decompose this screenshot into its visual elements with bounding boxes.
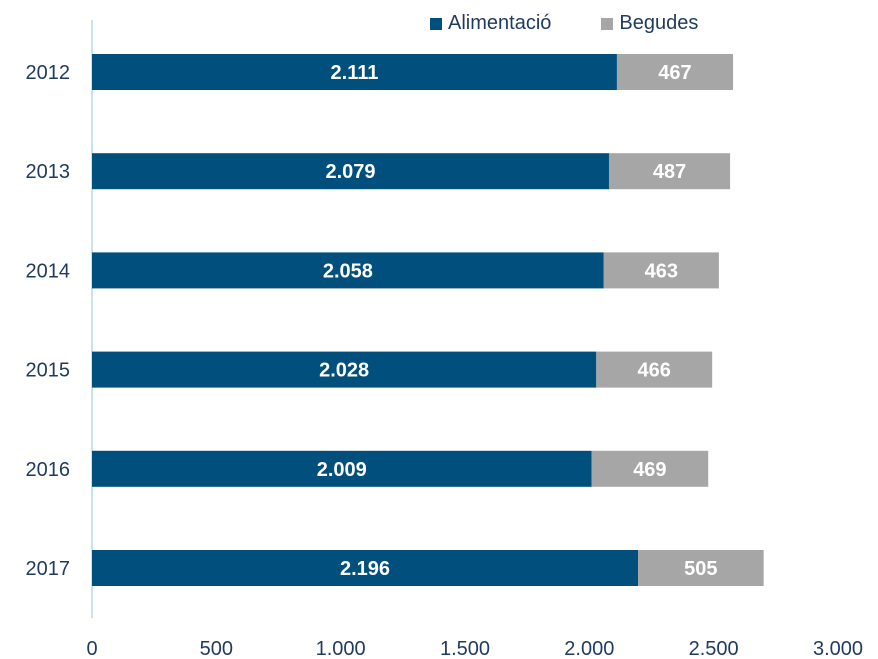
data-label-alimentacio: 2.058 <box>323 260 373 282</box>
bar-begudes <box>616 54 734 90</box>
y-tick-label: 2014 <box>26 260 71 282</box>
legend-item-begudes: Begudes <box>601 12 698 35</box>
data-label-begudes: 505 <box>684 558 717 580</box>
bar-alimentacio <box>92 54 617 90</box>
bar-begudes <box>638 550 764 586</box>
bar-alimentacio <box>92 153 609 190</box>
x-tick-label: 500 <box>200 638 233 659</box>
y-tick-label: 2013 <box>26 161 71 183</box>
legend-label-alimentacio: Alimentació <box>448 12 552 34</box>
legend-swatch-begudes <box>601 17 614 30</box>
x-tick-label: 0 <box>86 638 97 659</box>
data-label-alimentacio: 2.079 <box>325 161 375 183</box>
x-tick-label: 1.000 <box>316 638 366 659</box>
data-label-begudes: 469 <box>633 459 666 481</box>
y-tick-label: 2016 <box>26 459 71 481</box>
data-label-alimentacio: 2.111 <box>331 62 379 84</box>
bar-alimentacio <box>92 351 597 388</box>
legend-label-begudes: Begudes <box>619 12 699 34</box>
bar-begudes <box>608 153 731 190</box>
data-label-alimentacio: 2.028 <box>319 360 369 382</box>
bar-begudes <box>603 252 719 289</box>
data-label-begudes: 487 <box>653 161 686 183</box>
bar-alimentacio <box>92 550 639 586</box>
bar-alimentacio <box>92 450 592 487</box>
data-label-begudes: 466 <box>638 360 671 382</box>
x-tick-label: 2.000 <box>564 638 614 659</box>
bar-begudes <box>596 351 713 388</box>
x-tick-label: 1.500 <box>440 638 490 659</box>
data-label-alimentacio: 2.009 <box>317 459 367 481</box>
legend-swatch-alimentacio <box>430 17 442 30</box>
bar-begudes <box>591 450 709 487</box>
x-tick-label: 3.000 <box>813 638 863 659</box>
x-tick-label: 2.500 <box>689 638 739 659</box>
legend: Alimentació Begudes <box>430 12 748 35</box>
legend-item-alimentacio: Alimentació <box>430 12 551 35</box>
data-label-begudes: 463 <box>645 260 678 282</box>
y-tick-label: 2012 <box>26 62 71 84</box>
data-label-begudes: 467 <box>658 62 691 84</box>
bar-alimentacio <box>92 252 604 289</box>
y-tick-label: 2015 <box>26 360 71 382</box>
y-tick-label: 2017 <box>26 558 71 580</box>
data-label-alimentacio: 2.196 <box>340 558 390 580</box>
